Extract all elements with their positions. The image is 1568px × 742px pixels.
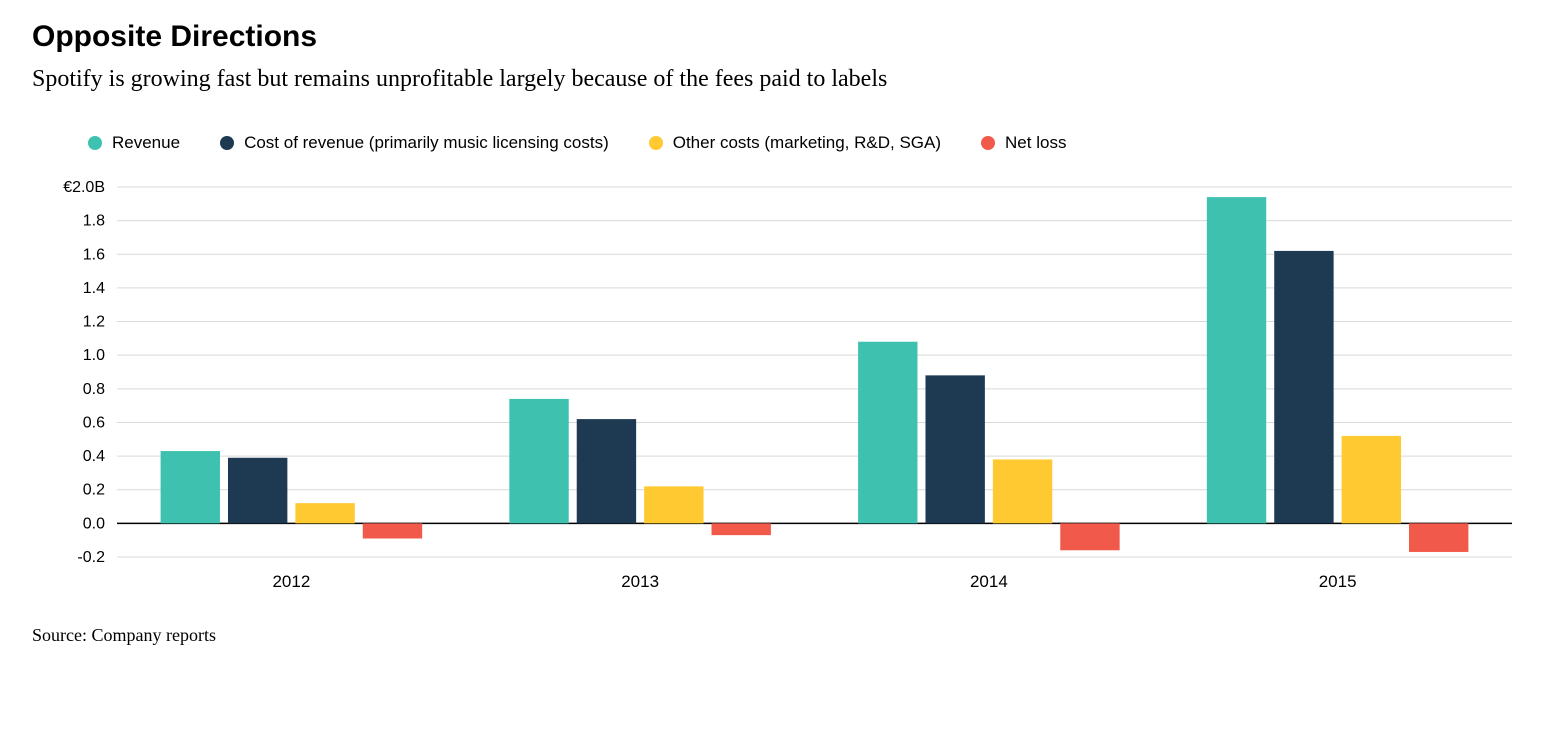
- y-tick-label: 1.0: [83, 347, 105, 364]
- bar: [644, 486, 703, 523]
- legend-label: Revenue: [112, 133, 180, 153]
- y-tick-label: 0.0: [83, 515, 105, 532]
- y-tick-label: 0.6: [83, 414, 105, 431]
- bar: [1409, 523, 1468, 552]
- bar: [858, 342, 917, 524]
- legend-item: Other costs (marketing, R&D, SGA): [649, 133, 941, 153]
- bar: [577, 419, 636, 523]
- bar: [993, 459, 1052, 523]
- bar: [1342, 436, 1401, 523]
- x-tick-label: 2013: [621, 572, 659, 591]
- x-tick-label: 2014: [970, 572, 1008, 591]
- bar: [925, 375, 984, 523]
- bar: [712, 523, 771, 535]
- chart-subtitle: Spotify is growing fast but remains unpr…: [32, 66, 1536, 93]
- bar: [1060, 523, 1119, 550]
- y-tick-label: 0.4: [83, 448, 105, 465]
- x-tick-label: 2012: [272, 572, 310, 591]
- legend-swatch: [220, 136, 234, 150]
- bar: [509, 399, 568, 523]
- legend-item: Revenue: [88, 133, 180, 153]
- bar-chart-svg: -0.2 0.0 0.2 0.4 0.6 0.8 1.0 1.2 1.4 1.6 1.8 €2.0B 2…: [32, 177, 1532, 607]
- y-tick-label: 1.4: [83, 280, 105, 297]
- y-tick-label: €2.0B: [63, 179, 105, 196]
- x-tick-label: 2015: [1319, 572, 1357, 591]
- y-tick-label: 0.8: [83, 381, 105, 398]
- y-tick-label: 1.6: [83, 246, 105, 263]
- chart-title: Opposite Directions: [32, 20, 1536, 54]
- y-tick-label: 0.2: [83, 482, 105, 499]
- bar: [228, 458, 287, 524]
- y-tick-label: 1.8: [83, 213, 105, 230]
- bar: [161, 451, 220, 523]
- bar: [295, 503, 354, 523]
- bar: [363, 523, 422, 538]
- legend-label: Net loss: [1005, 133, 1066, 153]
- legend-swatch: [649, 136, 663, 150]
- legend-swatch: [981, 136, 995, 150]
- y-tick-label: -0.2: [77, 549, 105, 566]
- y-tick-label: 1.2: [83, 314, 105, 331]
- legend-label: Cost of revenue (primarily music licensi…: [244, 133, 609, 153]
- chart-area: -0.2 0.0 0.2 0.4 0.6 0.8 1.0 1.2 1.4 1.6 1.8 €2.0B 2…: [32, 177, 1536, 607]
- bar: [1274, 251, 1333, 523]
- bar: [1207, 197, 1266, 523]
- chart-source: Source: Company reports: [32, 625, 1536, 646]
- legend-label: Other costs (marketing, R&D, SGA): [673, 133, 941, 153]
- legend-swatch: [88, 136, 102, 150]
- legend-item: Cost of revenue (primarily music licensi…: [220, 133, 609, 153]
- chart-legend: Revenue Cost of revenue (primarily music …: [88, 133, 1536, 153]
- legend-item: Net loss: [981, 133, 1066, 153]
